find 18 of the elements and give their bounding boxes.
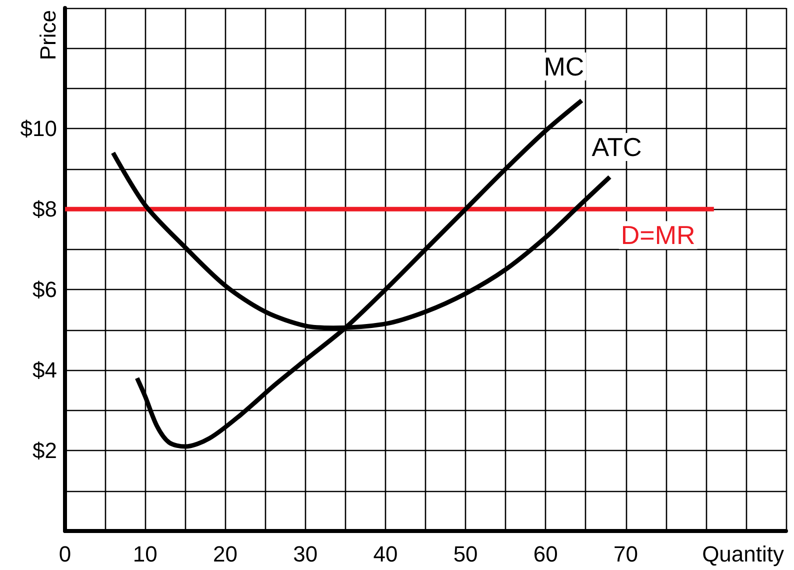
y-tick-label: $2 (32, 438, 57, 464)
x-tick-label: 0 (58, 542, 72, 566)
y-tick-label: $4 (32, 358, 57, 383)
x-tick-label: 40 (373, 542, 398, 566)
x-axis-title: Quantity (702, 542, 784, 566)
x-tick-label: 60 (533, 542, 558, 566)
x-tick-label: 30 (293, 542, 318, 566)
y-tick-label: $6 (32, 277, 57, 302)
series-label: D=MR (620, 220, 696, 250)
y-tick-label: $8 (32, 196, 57, 222)
x-tick-label: 50 (453, 542, 478, 566)
y-tick-label: $10 (20, 116, 57, 142)
x-tick-label: 20 (212, 542, 238, 566)
series-label: MC (544, 52, 584, 82)
x-tick-label: 70 (614, 542, 638, 566)
y-axis-title: Price (36, 10, 60, 60)
series-label: ATC (592, 132, 642, 162)
x-tick-label: 10 (132, 542, 158, 566)
